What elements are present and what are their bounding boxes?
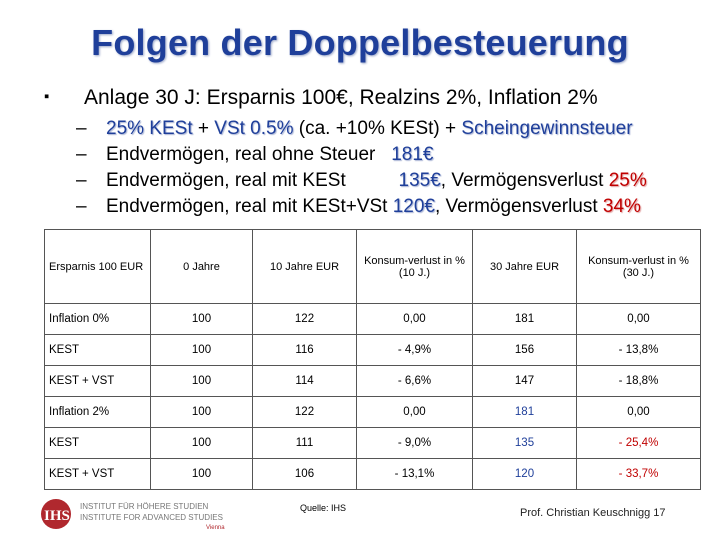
- slide-title: Folgen der Doppelbesteuerung: [91, 22, 629, 63]
- table-row: Inflation 0% 100 122 0,00 181 0,00: [44, 303, 701, 335]
- table-header-cell: Konsum-verlust in % (30 J.): [576, 229, 701, 304]
- table-cell: 106: [252, 458, 357, 490]
- table-header-row: Ersparnis 100 EUR 0 Jahre 10 Jahre EUR K…: [44, 229, 701, 304]
- table-cell: 0,00: [576, 396, 701, 428]
- sub-bullet-text: Endvermögen, real mit KESt+VSt: [106, 196, 393, 217]
- table-cell: 100: [150, 334, 253, 366]
- table-cell: - 13,1%: [356, 458, 473, 490]
- table-cell: KEST + VST: [44, 365, 151, 397]
- main-bullet-rest: Ersparnis 100€, Realzins 2%, Inflation 2…: [200, 86, 598, 109]
- sub-bullet-text: Endvermögen, real mit KESt: [106, 170, 399, 191]
- table-cell: 156: [472, 334, 577, 366]
- sub-bullet: –25% KESt + VSt 0.5% (ca. +10% KESt) + S…: [76, 118, 633, 140]
- table-cell: 111: [252, 427, 357, 459]
- table-cell: KEST: [44, 427, 151, 459]
- table-cell: - 25,4%: [576, 427, 701, 459]
- sub-bullet-text: 25% KESt: [106, 118, 193, 139]
- table-cell: 100: [150, 458, 253, 490]
- main-bullet-text: Anlage 30 J: Ersparnis 100€, Realzins 2%…: [84, 86, 598, 110]
- sub-bullet-text: Endvermögen, real ohne Steuer: [106, 144, 392, 165]
- sub-bullet-text: , Vermögensverlust: [435, 196, 603, 217]
- table-cell: 116: [252, 334, 357, 366]
- source-note: Quelle: IHS: [300, 503, 347, 513]
- table-row: KEST 100 116- 4,9% 156- 13,8%: [44, 334, 701, 366]
- table-cell: Inflation 2%: [44, 396, 151, 428]
- results-table: Ersparnis 100 EUR 0 Jahre 10 Jahre EUR K…: [44, 229, 701, 490]
- sub-bullet-text: 34%: [602, 196, 641, 217]
- table-cell: KEST: [44, 334, 151, 366]
- dash-bullet: –: [76, 144, 87, 165]
- sub-bullet-text: +: [192, 118, 215, 139]
- table-cell: 122: [252, 396, 357, 428]
- logo-city: Vienna: [206, 525, 225, 531]
- sub-bullet-text: 135€: [398, 170, 441, 191]
- table-cell: - 13,8%: [576, 334, 701, 366]
- table-cell: 181: [472, 396, 577, 428]
- table-cell: 0,00: [356, 396, 473, 428]
- table-row: KEST + VST 100 106- 13,1% 120- 33,7%: [44, 458, 701, 490]
- main-bullet-prefix: Anlage 30 J:: [84, 86, 201, 109]
- table-header-cell: 0 Jahre: [150, 229, 253, 304]
- table-cell: 100: [150, 303, 253, 335]
- table-cell: - 9,0%: [356, 427, 473, 459]
- table-row: KEST 100 111- 9,0% 135- 25,4%: [44, 427, 701, 459]
- table-cell: 114: [252, 365, 357, 397]
- logo-line1: INSTITUT FÜR HÖHERE STUDIEN: [80, 502, 209, 511]
- dash-bullet: –: [76, 118, 87, 139]
- table-cell: KEST + VST: [44, 458, 151, 490]
- table-cell: - 6,6%: [356, 365, 473, 397]
- table-cell: 120: [472, 458, 577, 490]
- table-row: Inflation 2% 100 122 0,00 181 0,00: [44, 396, 701, 428]
- sub-bullet-text: 181€: [391, 144, 434, 165]
- sub-bullet: – Endvermögen, real mit KESt 135€, Vermög…: [76, 170, 647, 192]
- sub-bullet: – Endvermögen, real ohne Steuer 181€: [76, 144, 433, 166]
- table-cell: 135: [472, 427, 577, 459]
- table-header-cell: Konsum-verlust in % (10 J.): [356, 229, 473, 304]
- ihs-logo: IHS INSTITUT FÜR HÖHERE STUDIEN INSTITUT…: [41, 499, 225, 531]
- square-bullet-icon: ▪: [44, 88, 50, 105]
- table-cell: 0,00: [576, 303, 701, 335]
- table-header-cell: 30 Jahre EUR: [472, 229, 577, 304]
- ihs-logo-mark: [41, 499, 71, 529]
- sub-bullet-text: , Vermögensverlust: [440, 170, 609, 191]
- table-cell: 147: [472, 365, 577, 397]
- sub-bullet-text: VSt 0.5%: [214, 118, 294, 139]
- sub-bullet-text: 25%: [608, 170, 647, 191]
- table-header-cell: Ersparnis 100 EUR: [44, 229, 151, 304]
- table-row: KEST + VST 100 114- 6,6% 147- 18,8%: [44, 365, 701, 397]
- table-cell: 122: [252, 303, 357, 335]
- sub-bullet-text: (ca. +10% KESt) +: [293, 118, 462, 139]
- table-cell: 0,00: [356, 303, 473, 335]
- table-cell: 100: [150, 365, 253, 397]
- table-cell: 181: [472, 303, 577, 335]
- table-cell: - 18,8%: [576, 365, 701, 397]
- table-cell: 100: [150, 427, 253, 459]
- sub-bullet: – Endvermögen, real mit KESt+VSt 120€, Ve…: [76, 196, 641, 218]
- svg-text:IHS: IHS: [44, 508, 70, 524]
- table-cell: Inflation 0%: [44, 303, 151, 335]
- dash-bullet: –: [76, 196, 87, 217]
- table-header-cell: 10 Jahre EUR: [252, 229, 357, 304]
- author-page-number: Prof. Christian Keuschnigg 17: [520, 507, 666, 519]
- dash-bullet: –: [76, 170, 87, 191]
- logo-line2: INSTITUTE FOR ADVANCED STUDIES: [80, 513, 223, 522]
- table-cell: 100: [150, 396, 253, 428]
- table-cell: - 33,7%: [576, 458, 701, 490]
- table-cell: - 4,9%: [356, 334, 473, 366]
- sub-bullet-text: Scheingewinnsteuer: [461, 118, 633, 139]
- sub-bullet-text: 120€: [392, 196, 435, 217]
